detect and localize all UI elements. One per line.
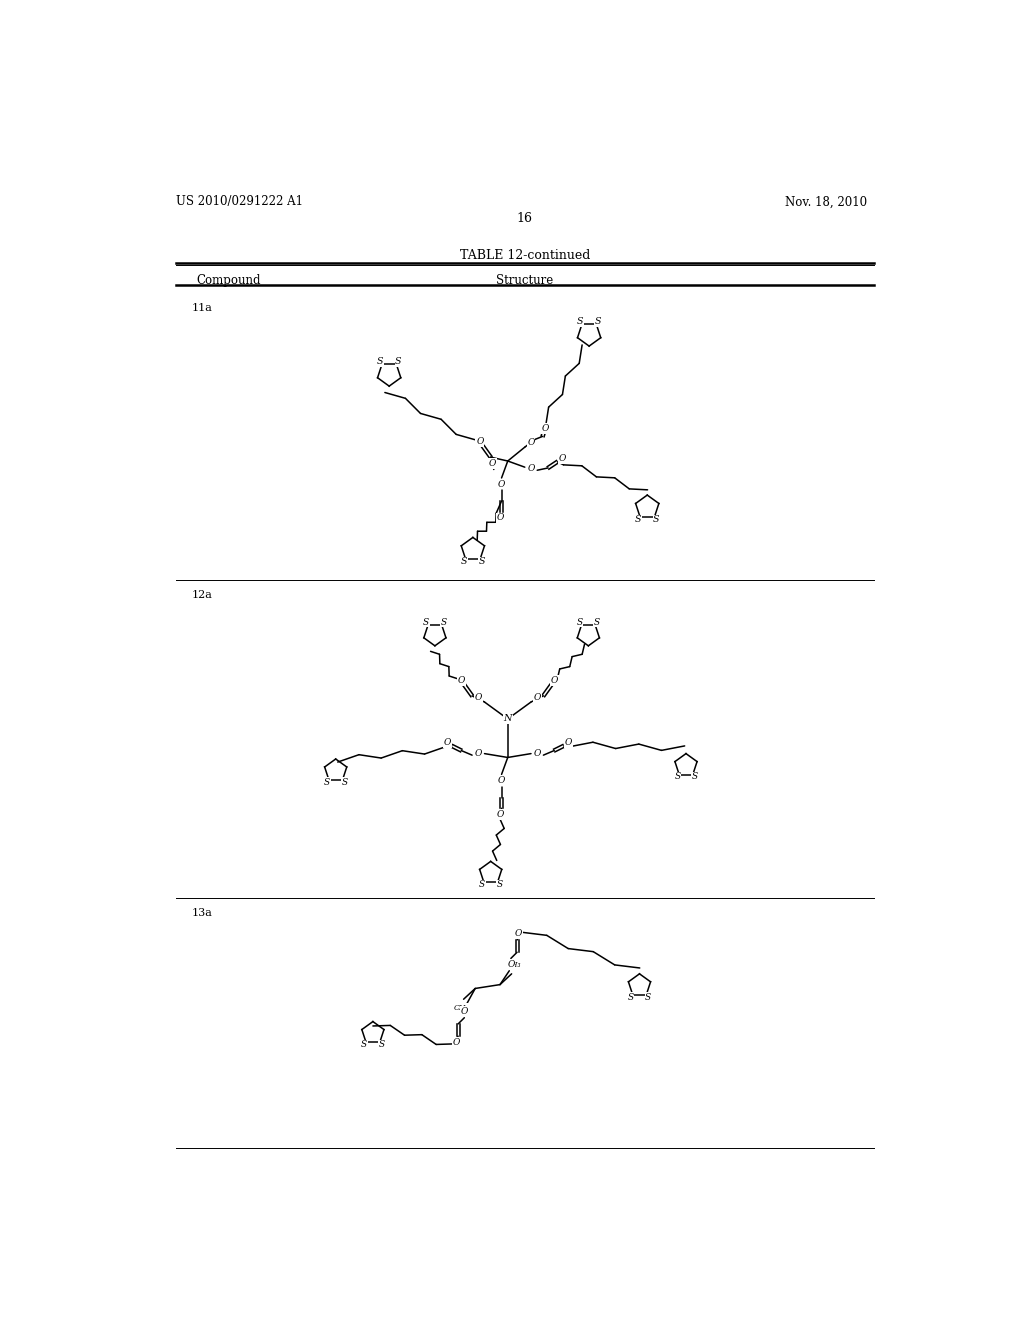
Text: O: O: [564, 738, 571, 747]
Text: O: O: [507, 960, 514, 969]
Text: S: S: [341, 777, 347, 787]
Text: O: O: [558, 454, 565, 463]
Text: O: O: [453, 1038, 460, 1047]
Text: US 2010/0291222 A1: US 2010/0291222 A1: [176, 195, 303, 209]
Text: O: O: [476, 437, 483, 446]
Text: Compound: Compound: [197, 275, 261, 286]
Text: O: O: [534, 693, 541, 702]
Text: O: O: [551, 676, 558, 685]
Text: TABLE 12-continued: TABLE 12-continued: [460, 249, 590, 263]
Text: S: S: [645, 993, 651, 1002]
Text: O: O: [443, 738, 451, 747]
Text: O: O: [474, 693, 482, 702]
Text: 16: 16: [517, 213, 532, 226]
Text: S: S: [461, 557, 467, 566]
Text: S: S: [577, 618, 583, 627]
Text: S: S: [361, 1040, 368, 1049]
Text: S: S: [423, 618, 429, 627]
Text: N: N: [504, 714, 512, 723]
Text: S: S: [440, 618, 446, 627]
Text: S: S: [377, 358, 383, 366]
Text: S: S: [594, 618, 600, 627]
Text: O: O: [498, 479, 505, 488]
Text: 11a: 11a: [191, 304, 212, 313]
Text: O: O: [497, 810, 504, 818]
Text: S: S: [653, 515, 659, 524]
Text: S: S: [379, 1040, 385, 1049]
Text: S: S: [478, 557, 485, 566]
Text: O: O: [488, 459, 496, 467]
Text: O: O: [542, 424, 549, 433]
Text: 12a: 12a: [191, 590, 212, 599]
Text: S: S: [635, 515, 641, 524]
Text: S: S: [674, 772, 680, 781]
Text: Nov. 18, 2010: Nov. 18, 2010: [785, 195, 867, 209]
Text: S: S: [479, 880, 485, 890]
Text: 13a: 13a: [191, 908, 212, 917]
Text: CH₃: CH₃: [506, 961, 521, 969]
Text: O: O: [458, 676, 465, 685]
Text: S: S: [395, 358, 401, 366]
Text: S: S: [324, 777, 330, 787]
Text: O: O: [474, 750, 482, 758]
Text: O: O: [527, 465, 535, 473]
Text: O: O: [515, 929, 522, 939]
Text: S: S: [595, 317, 601, 326]
Text: S: S: [497, 880, 503, 890]
Text: O: O: [534, 750, 541, 758]
Text: O: O: [527, 438, 535, 447]
Text: S: S: [691, 772, 697, 781]
Text: O: O: [498, 776, 505, 785]
Text: O: O: [461, 1007, 468, 1016]
Text: Structure: Structure: [497, 275, 553, 286]
Text: CH₃: CH₃: [454, 1003, 469, 1012]
Text: S: S: [628, 993, 634, 1002]
Text: O: O: [497, 513, 504, 523]
Text: S: S: [577, 317, 584, 326]
